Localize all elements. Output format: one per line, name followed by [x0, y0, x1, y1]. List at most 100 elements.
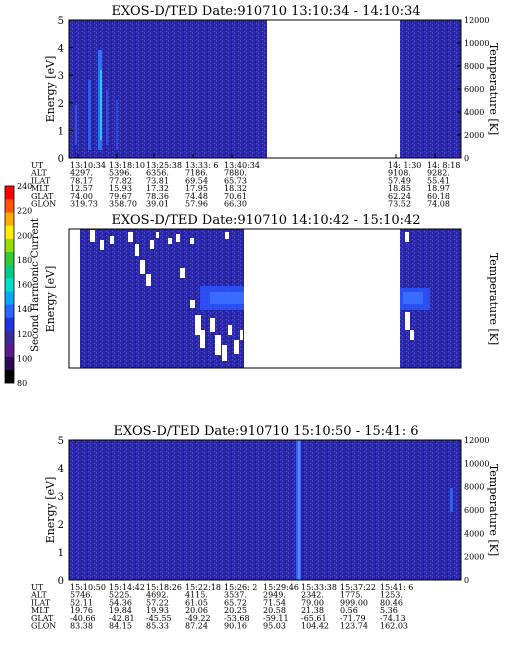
ephemeris-cell: 15:22:18 — [185, 583, 221, 592]
ephemeris-row-label: ILAT — [31, 598, 51, 607]
colorbar-swatch — [5, 199, 14, 213]
ephemeris-cell: 74.08 — [427, 200, 450, 209]
ephemeris-cell: 90.16 — [224, 622, 247, 631]
ephemeris-cell: 104.42 — [301, 622, 329, 631]
ephemeris-cell: 78.17 — [70, 176, 93, 185]
y-axis-label-right: Temperature [K] — [487, 464, 500, 556]
ephemeris-cell: 18.85 — [388, 184, 411, 193]
ephemeris-cell: 19.93 — [146, 606, 169, 615]
ephemeris-row-label: GLON — [31, 622, 56, 631]
ephemeris-cell: 9108. — [388, 169, 411, 178]
ephemeris-cell: 79.00 — [301, 598, 324, 607]
ephemeris-row-label: UT — [31, 161, 44, 170]
ephemeris-cell: 20.58 — [263, 606, 286, 615]
y-tick-label: 0 — [58, 576, 64, 587]
colorbar-swatch — [5, 186, 14, 200]
ephemeris-cell: 2949. — [263, 591, 286, 600]
y-ticks-right: 0 2000 4000 6000 8000 10000 12000 — [457, 436, 489, 585]
ephemeris-cell: 57.96 — [185, 200, 208, 209]
ephemeris-cell: -49.22 — [185, 614, 211, 623]
colorbar-swatch — [5, 225, 14, 239]
y-tick-label: 1 — [58, 548, 64, 559]
colorbar-tick-label: 180 — [17, 256, 32, 265]
y-tick-label: 1 — [58, 126, 64, 137]
ephemeris-cell: 65.72 — [224, 598, 247, 607]
y-tick-label: 5 — [58, 16, 64, 27]
y-tick-label-right: 8000 — [464, 483, 484, 492]
ephemeris-cell: 87.24 — [185, 622, 208, 631]
ephemeris-cell: 5396. — [109, 169, 132, 178]
ephemeris-cell: 15:14:42 — [109, 583, 145, 592]
ephemeris-cell: 3537. — [224, 591, 247, 600]
ephemeris-cell: 71.54 — [263, 598, 286, 607]
ephemeris-cell: 7880. — [224, 169, 247, 178]
ephemeris-row-label: UT — [31, 583, 44, 592]
ephemeris-cell: 2342. — [301, 591, 324, 600]
ephemeris-cell: 162.03 — [380, 622, 408, 631]
ephemeris-cell: 66.30 — [224, 200, 247, 209]
ephemeris-cell: 20.06 — [185, 606, 208, 615]
ephemeris-cell: 74.48 — [185, 192, 208, 201]
ephemeris-cell: 1775. — [340, 591, 363, 600]
y-tick-label: 2 — [58, 520, 64, 531]
y-tick-label-right: 10000 — [464, 459, 489, 468]
ephemeris-cell: 39.01 — [146, 200, 169, 209]
y-ticks-left: 0 1 2 3 4 5 — [58, 16, 436, 165]
ephemeris-cell: 13:40:34 — [224, 161, 260, 170]
ephemeris-cell: 9282. — [427, 169, 450, 178]
ephemeris-cell: 70.61 — [224, 192, 247, 201]
ephemeris-cell: 78.36 — [146, 192, 169, 201]
ephemeris-cell: 62.24 — [388, 192, 411, 201]
ephemeris-cell: 95.03 — [263, 622, 286, 631]
y-tick-label-right: 8000 — [464, 62, 484, 71]
ephemeris-cell: -45.55 — [146, 614, 172, 623]
ephemeris-cell: 18.97 — [427, 184, 450, 193]
colorbar-tick-label: 80 — [17, 379, 27, 388]
ephemeris-table: UTALTILATMLTGLATGLON15:10:505746.52.1119… — [30, 583, 413, 631]
y-tick-label: 4 — [58, 44, 64, 55]
y-tick-label-right: 6000 — [464, 85, 484, 94]
colorbar-swatch — [5, 343, 14, 358]
ephemeris-cell: 4115. — [185, 591, 208, 600]
colorbar-tick-label: 140 — [17, 305, 32, 314]
ephemeris-cell: 83.38 — [70, 622, 93, 631]
ephemeris-cell: 999.00 — [340, 598, 368, 607]
ephemeris-cell: 85.33 — [146, 622, 169, 631]
y-tick-label-right: 6000 — [464, 506, 484, 515]
panel-title: EXOS-D/TED Date:910710 14:10:42 - 15:10:… — [111, 213, 420, 228]
y-tick-label-right: 4000 — [464, 108, 484, 117]
y-tick-label-right: 0 — [464, 154, 469, 163]
y-axis-label-left: Energy [eV] — [44, 56, 57, 123]
y-tick-label-right: 2000 — [464, 131, 484, 140]
ephemeris-cell: 21.38 — [301, 606, 324, 615]
ephemeris-cell: -59.11 — [263, 614, 289, 623]
y-tick-label-right: 2000 — [464, 553, 484, 562]
ephemeris-cell: 5746. — [70, 591, 93, 600]
ephemeris-cell: 80.46 — [380, 598, 403, 607]
ephemeris-cell: 6356. — [146, 169, 169, 178]
ephemeris-cell: 5225. — [109, 591, 132, 600]
ephemeris-cell: 20.25 — [224, 606, 247, 615]
heatmap-area — [68, 19, 462, 159]
colorbar-tick-label: 240 — [17, 182, 32, 191]
ephemeris-row-label: GLON — [31, 200, 56, 209]
ephemeris-cell: 57.49 — [388, 176, 411, 185]
ephemeris-cell: 74.00 — [70, 192, 93, 201]
ephemeris-cell: 358.70 — [109, 200, 137, 209]
ephemeris-cell: 15:37:22 — [340, 583, 376, 592]
panel-2: EXOS-D/TED Date:910710 14:10:42 - 15:10:… — [30, 213, 500, 631]
colorbar-swatch — [5, 212, 14, 226]
ephemeris-row-label: ILAT — [31, 176, 51, 185]
y-tick-label-right: 4000 — [464, 529, 484, 538]
ephemeris-cell: 15:26: 2 — [224, 583, 257, 592]
ephemeris-cell: 12.57 — [70, 184, 93, 193]
panel-title: EXOS-D/TED Date:910710 13:10:34 - 14:10:… — [111, 4, 420, 19]
ephemeris-cell: 65.73 — [224, 176, 247, 185]
y-axis-label-right: Temperature [K] — [487, 253, 500, 345]
ephemeris-cell: 15:29:46 — [263, 583, 299, 592]
colorbar-swatch — [5, 264, 14, 279]
ephemeris-cell: 54.36 — [109, 598, 132, 607]
ephemeris-cell: 4297. — [70, 169, 93, 178]
ephemeris-cell: 52.11 — [70, 598, 93, 607]
